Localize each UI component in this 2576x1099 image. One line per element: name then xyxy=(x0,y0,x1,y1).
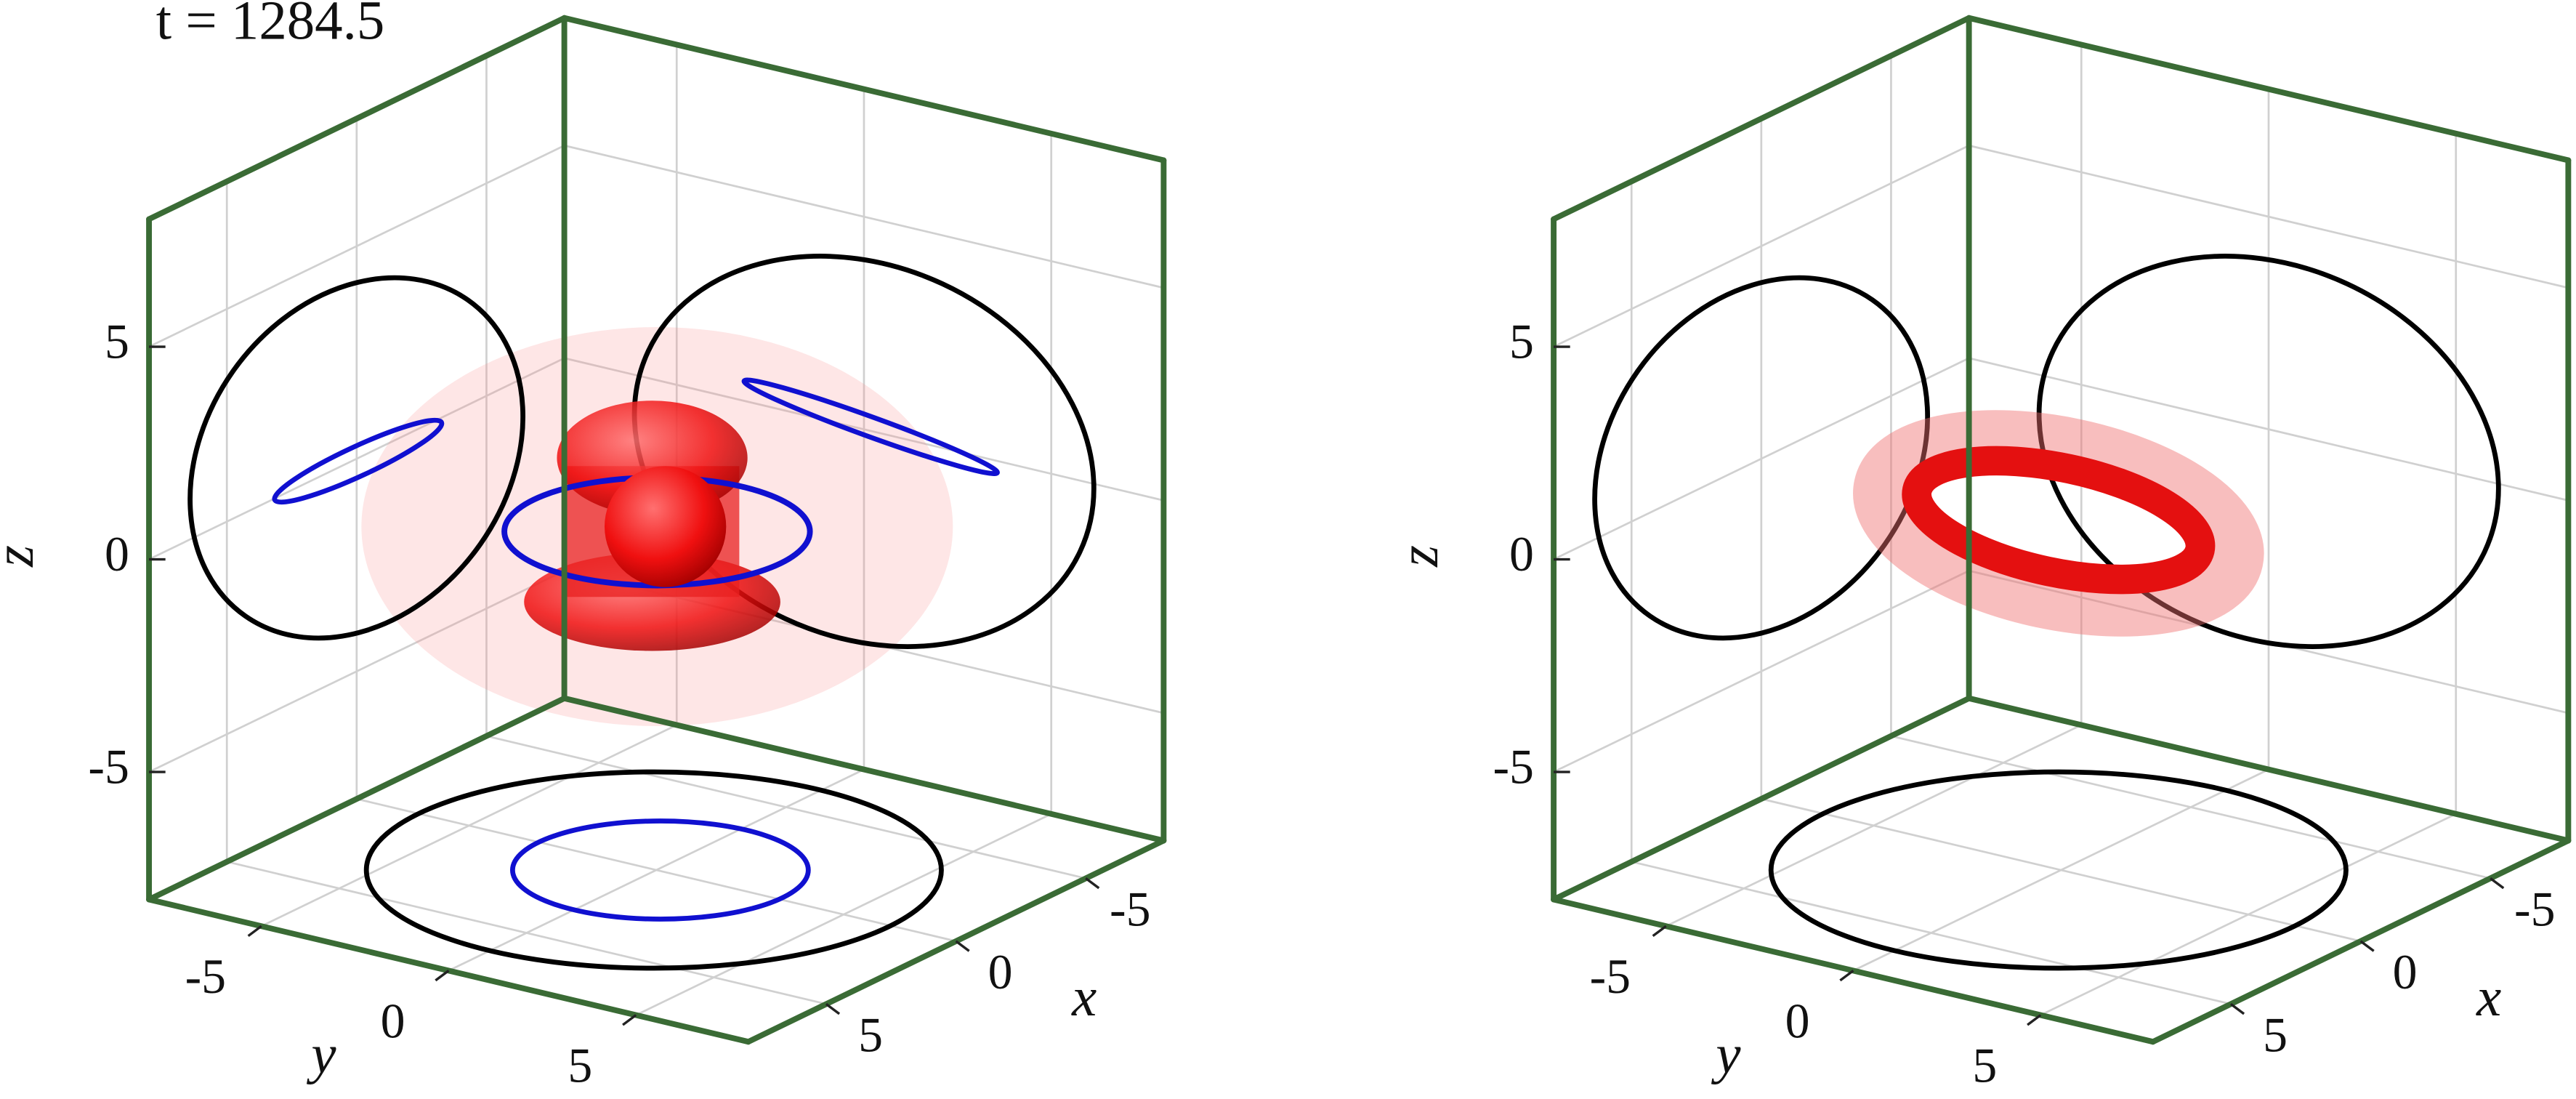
y-tick-label: -5 xyxy=(1590,949,1631,1004)
grid-line xyxy=(1969,144,2569,289)
floor-contour xyxy=(1768,769,2349,971)
y-axis-label: y xyxy=(1711,1023,1741,1085)
wall-contour-inner xyxy=(741,377,1000,476)
x-tick-label: 0 xyxy=(988,945,1013,999)
x-tick xyxy=(825,1003,841,1015)
wall-contour xyxy=(1592,275,1931,641)
box-edge xyxy=(1551,896,2156,1045)
x-tick-label: 0 xyxy=(2393,945,2418,999)
floor-contour-inner xyxy=(509,818,811,922)
x-tick-label: -5 xyxy=(1110,882,1150,937)
x-tick xyxy=(2359,940,2375,952)
wall-contour xyxy=(2036,254,2501,649)
grid-line xyxy=(564,357,1164,502)
z-tick-label: 5 xyxy=(1509,315,1534,369)
z-axis-label: z xyxy=(0,545,45,568)
panel-2-surfaces xyxy=(1592,254,2501,971)
core-isosurface xyxy=(604,466,727,587)
grid-line xyxy=(148,357,565,560)
x-tick-label: -5 xyxy=(2514,882,2555,937)
grid-line xyxy=(564,144,1164,289)
y-tick xyxy=(247,925,262,938)
y-tick xyxy=(2027,1014,2042,1026)
grid-line xyxy=(1553,357,1970,560)
grid-line xyxy=(148,570,565,773)
grid-line xyxy=(635,813,1052,1016)
x-tick xyxy=(1085,877,1100,890)
grid-line xyxy=(1852,768,2269,972)
grid-line xyxy=(1553,570,1970,773)
x-axis-label: x xyxy=(1071,966,1097,1028)
box-edge xyxy=(1551,695,1972,903)
z-tick-label: -5 xyxy=(88,740,129,794)
y-tick-label: 5 xyxy=(1972,1039,1997,1093)
grid-line xyxy=(1969,357,2569,502)
box-edge xyxy=(1966,695,2572,844)
x-tick xyxy=(2229,1003,2245,1015)
x-tick-label: 5 xyxy=(2263,1007,2288,1062)
grid-line xyxy=(261,724,677,927)
grid-line xyxy=(148,145,565,348)
box-edge xyxy=(561,15,1167,164)
box-edge xyxy=(146,15,568,222)
y-axis-label: y xyxy=(306,1023,336,1085)
z-tick-label: 0 xyxy=(1509,527,1534,581)
inner-torus xyxy=(1902,446,2216,595)
x-axis-label: x xyxy=(2476,966,2501,1028)
grid-line xyxy=(1553,145,1970,348)
z-axis-label: z xyxy=(1388,545,1450,568)
wall-contour-inner xyxy=(272,417,445,505)
box-edge xyxy=(1966,15,2572,164)
box-edge xyxy=(561,695,1167,844)
y-tick-label: 0 xyxy=(1785,994,1810,1049)
wall-contour xyxy=(631,254,1097,649)
y-tick xyxy=(1652,925,1667,938)
y-tick-label: -5 xyxy=(185,949,226,1004)
z-tick-label: 5 xyxy=(105,315,129,369)
y-tick xyxy=(1839,970,1854,982)
wall-contour xyxy=(187,275,526,641)
x-tick-label: 5 xyxy=(858,1007,883,1062)
grid-line xyxy=(2040,813,2457,1016)
panel-1-surfaces xyxy=(187,254,1097,971)
box-edge xyxy=(146,695,568,903)
x-tick xyxy=(2490,877,2505,890)
y-tick xyxy=(622,1014,637,1026)
y-tick-label: 0 xyxy=(381,994,405,1049)
z-tick-label: -5 xyxy=(1493,740,1533,794)
grid-line xyxy=(1665,724,2082,927)
box-edge xyxy=(1551,15,1972,222)
outer-torus xyxy=(1853,410,2264,637)
floor-contour xyxy=(363,769,944,971)
x-tick xyxy=(955,940,970,952)
y-tick xyxy=(435,970,450,982)
z-tick-label: 0 xyxy=(105,527,129,581)
grid-line xyxy=(448,768,865,972)
y-tick-label: 5 xyxy=(568,1039,592,1093)
panel-title: t = 1284.5 xyxy=(156,0,384,52)
